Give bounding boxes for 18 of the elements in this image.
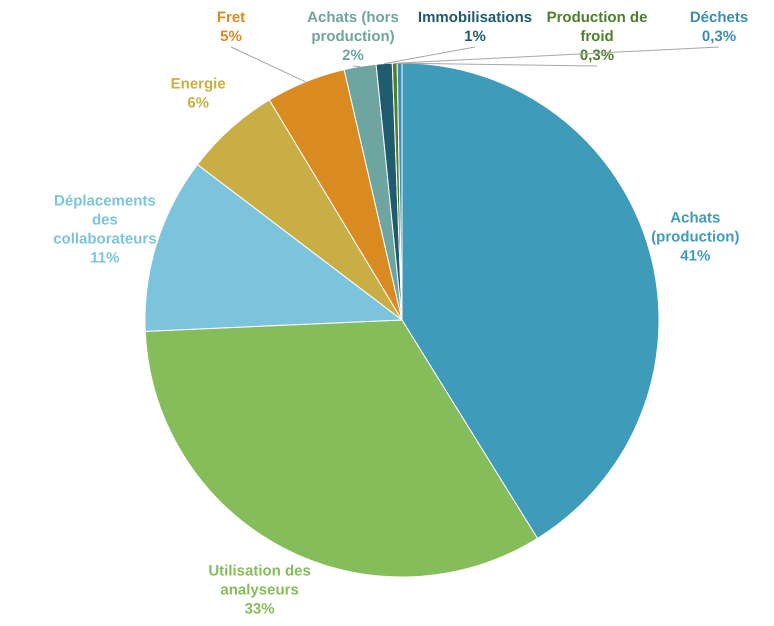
slice-label: Fret xyxy=(216,9,246,26)
data-label: 41% xyxy=(680,247,710,264)
slice-label: Production de froid xyxy=(546,9,648,45)
data-label: 5% xyxy=(220,28,242,45)
slice-label: Energie xyxy=(170,76,226,93)
slice-label: Immobilisations xyxy=(418,9,532,26)
data-label: 2% xyxy=(342,47,364,64)
slice-label: Déchets xyxy=(690,9,748,26)
data-label: 0,3% xyxy=(702,28,736,45)
slice-label: Déplacements des collaborateurs xyxy=(53,192,157,248)
slice-label: Utilisation des analyseurs xyxy=(208,562,311,599)
slice-label: Achats (production) xyxy=(651,209,740,246)
slice-label: Achats (hors production) xyxy=(307,9,399,45)
data-label: 0,3% xyxy=(580,47,614,64)
data-label: 11% xyxy=(90,250,120,267)
data-label: 33% xyxy=(244,600,275,618)
data-label: 6% xyxy=(187,94,210,112)
data-label: 1% xyxy=(464,28,486,45)
